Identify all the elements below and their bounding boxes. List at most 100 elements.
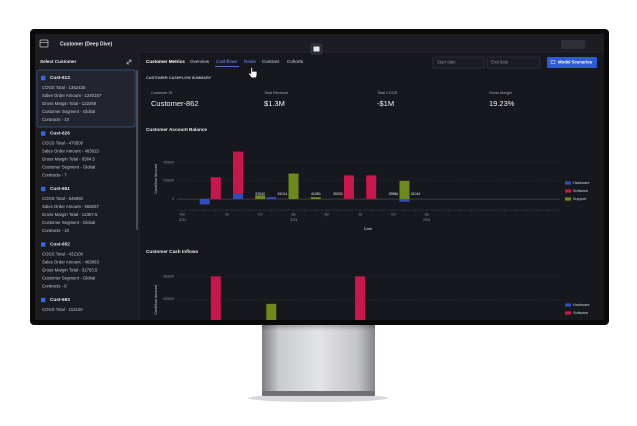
- bar-segment: [233, 151, 243, 194]
- bar-segment: [355, 276, 366, 320]
- kpi-label: Gross Margin: [489, 91, 512, 95]
- x-tick-label: Oct: [258, 212, 263, 216]
- bar-segment: [199, 199, 210, 205]
- legend-label[interactable]: Hardware: [573, 181, 589, 185]
- customer-icon: [41, 242, 46, 247]
- customer-detail: COGS Total - 432100: [42, 252, 84, 257]
- kpi-label: Customer ID: [151, 91, 173, 95]
- bar-segment: [266, 197, 277, 200]
- customer-detail: Sales Order Amount - 463863: [42, 260, 99, 265]
- chart-title: Customer Cash Inflows: [146, 249, 198, 254]
- customer-detail: COGS Total - 1362425: [42, 85, 86, 90]
- start-date-placeholder: Start date: [437, 60, 456, 65]
- customer-name[interactable]: Cust-652: [50, 242, 70, 247]
- bar-segment: [233, 193, 243, 200]
- model-scenarios-button[interactable]: [547, 57, 597, 68]
- bar-segment: [210, 276, 221, 320]
- legend-swatch: [565, 303, 571, 307]
- legend-swatch: [565, 311, 571, 315]
- customer-detail: Customer Segment - Global: [42, 276, 95, 281]
- bar-annotation: 57642: [255, 192, 265, 196]
- customer-detail: Contracts - 10: [42, 117, 70, 122]
- kpi-value: $1.3M: [264, 99, 285, 108]
- customer-detail: Gross Margin Total - 12307.5: [42, 212, 98, 217]
- customer-detail: Gross Margin Total - 6584.5: [42, 157, 96, 162]
- button-icon: [550, 60, 556, 65]
- charts: Customer Account Balance Cashflow Amount 0…: [146, 127, 589, 320]
- legend-swatch: [565, 197, 571, 201]
- customer-detail: Contracts - 10: [42, 228, 70, 233]
- bar-segment: [255, 195, 266, 200]
- legend-label[interactable]: Software: [573, 311, 588, 315]
- x-tick-sublabel: 2024: [423, 218, 431, 222]
- y-tick-label: 200000: [163, 160, 174, 164]
- legend-label[interactable]: Software: [573, 189, 588, 193]
- customer-name[interactable]: Cust-613: [50, 75, 70, 80]
- tab[interactable]: Deals: [244, 59, 256, 64]
- bar-segment: [288, 173, 299, 200]
- y-axis-label: Cashflow Amount: [154, 284, 158, 314]
- kpi-label: Total COGS: [377, 91, 398, 95]
- y-tick-label: 300000: [163, 274, 174, 278]
- bar-segment: [366, 175, 377, 200]
- faded-button[interactable]: [561, 40, 585, 49]
- end-date-input[interactable]: [486, 56, 541, 69]
- customer-name[interactable]: Cust-651: [50, 186, 70, 191]
- legend-label[interactable]: Support: [573, 197, 587, 201]
- customer-detail: Gross Margin Total - 122268: [42, 101, 97, 106]
- stand-foot: [262, 391, 375, 396]
- summary-title: CUSTOMER CASHFLOW SUMMARY: [146, 76, 212, 80]
- sidebar-title: Select Customer: [40, 59, 76, 64]
- tab[interactable]: Cohorts: [287, 59, 304, 64]
- expand-icon[interactable]: [126, 59, 132, 65]
- kpi-value: 19.23%: [489, 99, 515, 108]
- x-tick-sublabel: 2022: [179, 218, 187, 222]
- bar-annotation: 41050: [311, 192, 321, 196]
- customer-detail: Contracts - 8: [42, 284, 67, 289]
- kpi-label: Total Revenue: [264, 91, 288, 95]
- customer-icon: [41, 75, 46, 81]
- legend-swatch: [565, 181, 571, 185]
- customer-icon: [41, 297, 46, 303]
- y-axis-label: Cashflow Amount: [154, 163, 158, 193]
- legend-label[interactable]: Hardware: [573, 303, 589, 307]
- customer-detail: Customer Segment - Global: [42, 109, 95, 114]
- y-tick-label: 200000: [163, 297, 174, 301]
- tab: Customer Metrics: [146, 59, 185, 64]
- customer-detail: Gross Margin Total - 31763.5: [42, 268, 98, 273]
- customer-detail: COGS Total - 476500: [42, 141, 84, 146]
- x-tick-label: Oct: [391, 212, 396, 216]
- x-tick-label: Mar: [180, 212, 187, 216]
- customer-detail: Customer Segment - Global: [42, 220, 95, 225]
- customer-detail: Customer Segment - Global: [42, 165, 95, 170]
- x-tick-label: Jul: [358, 212, 362, 216]
- cursor: [248, 67, 257, 78]
- tab[interactable]: Contract: [262, 59, 280, 64]
- bar-segment: [210, 177, 221, 200]
- app-icon: [39, 39, 49, 48]
- page-title: Customer (Deep Dive): [60, 41, 113, 47]
- selected-card: [36, 69, 136, 128]
- customer-icon: [41, 131, 46, 136]
- x-tick-label: Apr: [324, 212, 330, 216]
- scrollbar[interactable]: [136, 70, 138, 230]
- bar-annotation: 29886: [389, 192, 399, 196]
- end-date-placeholder: End date: [491, 60, 509, 65]
- screenshot-icon-glyph: [313, 46, 320, 52]
- chart-title: Customer Account Balance: [146, 127, 207, 132]
- customer-detail: Contracts - 7: [42, 173, 67, 178]
- customer-icon: [41, 186, 46, 192]
- kpis: Customer ID Customer-862 Total Revenue $1.3…: [151, 91, 515, 108]
- top-bar: [35, 34, 604, 52]
- y-tick-label: 100000: [163, 179, 174, 183]
- x-axis-label: Date: [364, 226, 373, 231]
- tab[interactable]: Cashflows: [216, 59, 238, 64]
- customer-name[interactable]: Cust-626: [50, 131, 70, 136]
- customer-detail: Sales Order Amount - 558257: [42, 204, 99, 209]
- customer-detail: Sales Order Amount - 463915: [42, 149, 99, 154]
- kpi-value: Customer-862: [151, 99, 199, 108]
- customer-name[interactable]: Cust-693: [50, 297, 70, 302]
- y-tick-label: 0: [172, 197, 174, 201]
- tab[interactable]: Overview: [190, 59, 210, 64]
- start-date-input[interactable]: [432, 56, 485, 69]
